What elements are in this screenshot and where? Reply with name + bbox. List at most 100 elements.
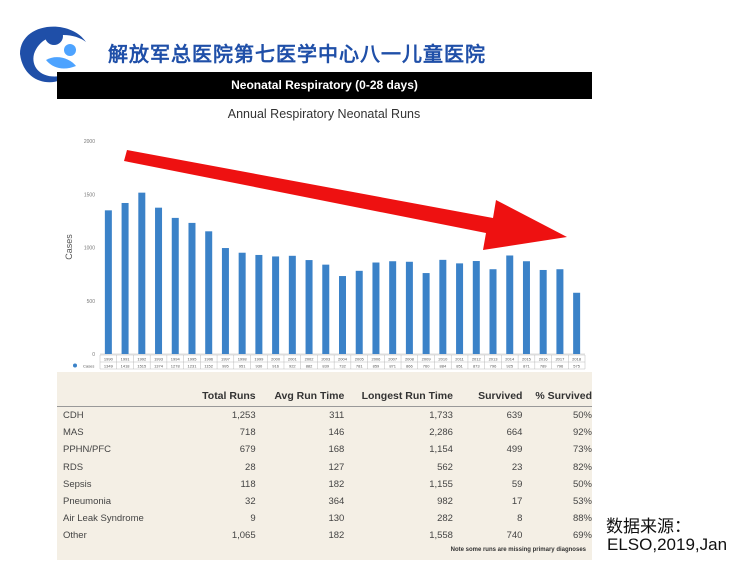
table-value-cell: 740 [506, 530, 523, 542]
x-tick-label: 2016 [539, 357, 549, 362]
y-axis-label: Cases [64, 234, 74, 260]
x-tick-label: 2003 [321, 357, 331, 362]
table-header-cell: Survived [452, 388, 523, 407]
table-value-cell: 8 [517, 513, 523, 525]
bar [155, 207, 163, 354]
bar [573, 292, 581, 354]
diagnosis-name-cell: Sepsis [63, 478, 92, 490]
y-tick-label: 500 [87, 299, 96, 305]
table-value-cell: 23 [511, 461, 523, 473]
bar [322, 264, 330, 354]
bar [456, 263, 464, 354]
data-label: 796 [557, 364, 564, 369]
legend-label: Cases [83, 364, 94, 369]
table-value-cell: 9 [250, 513, 256, 525]
data-label: 922 [289, 364, 296, 369]
bar [522, 261, 530, 354]
table-value-cell: 53% [572, 496, 592, 508]
table-note: Note some runs are missing primary diagn… [450, 547, 586, 553]
bar [539, 269, 547, 354]
table-value-cell: 364 [328, 496, 345, 508]
bar [288, 255, 296, 354]
table-value-cell: 168 [328, 444, 345, 456]
data-label: 871 [389, 364, 396, 369]
x-tick-label: 2009 [422, 357, 432, 362]
y-tick-label: 1500 [84, 192, 95, 198]
data-label: 789 [540, 364, 547, 369]
data-label: 1374 [154, 364, 164, 369]
diagnosis-name-cell: Air Leak Syndrome [63, 513, 144, 525]
x-tick-label: 2008 [405, 357, 415, 362]
chart-panel: Annual Respiratory Neonatal Runs Cases 0 50… [57, 99, 592, 372]
bar [238, 252, 246, 354]
x-tick-label: 1993 [154, 357, 164, 362]
table-value-cell: 311 [329, 410, 345, 422]
bar [339, 276, 346, 354]
data-label: 995 [222, 364, 229, 369]
table-value-cell: 17 [511, 496, 523, 508]
x-tick-label: 2007 [388, 357, 398, 362]
table-value-cell: 1,065 [231, 530, 256, 542]
x-tick-label: 2018 [572, 357, 582, 362]
bar [221, 248, 229, 354]
x-tick-label: 1996 [204, 357, 214, 362]
hospital-title: 解放军总医院第七医学中心八一儿童医院 [108, 42, 486, 66]
data-label: 781 [356, 364, 363, 369]
table-value-cell: 69% [572, 530, 592, 542]
diagnosis-table-panel: Total Runs Avg Run Time Longest Run Time Su… [57, 372, 592, 560]
data-label: 760 [423, 364, 430, 369]
legend-marker [73, 363, 77, 368]
source-citation: ELSO,2019,Jan [607, 535, 728, 554]
diagnosis-name-cell: CDH [63, 410, 84, 422]
x-tick-label: 1995 [188, 357, 198, 362]
x-tick-label: 1999 [254, 357, 264, 362]
table-header-cell: Total Runs [171, 388, 256, 407]
table-row: Other 1,065 182 1,558 740 69% [57, 527, 592, 544]
table-row: Pneumonia 32 364 982 17 53% [57, 493, 592, 510]
x-tick-label: 1990 [104, 357, 114, 362]
x-tick-label: 1998 [238, 357, 248, 362]
data-label: 1349 [104, 364, 114, 369]
data-label: 1418 [121, 364, 131, 369]
bar [489, 269, 497, 354]
x-tick-label: 2004 [338, 357, 348, 362]
table-value-cell: 982 [437, 496, 453, 508]
x-tick-label: 2014 [505, 357, 515, 362]
data-label: 925 [506, 364, 513, 369]
data-label: 871 [523, 364, 530, 369]
table-value-cell: 146 [328, 427, 345, 439]
diagnosis-name-cell: Other [63, 530, 87, 542]
x-tick-label: 2011 [455, 357, 464, 362]
table-value-cell: 1,733 [429, 410, 453, 422]
bar [372, 262, 380, 354]
table-value-cell: 499 [506, 444, 523, 456]
hospital-logo [20, 26, 86, 83]
bar [104, 210, 112, 354]
data-label: 866 [406, 364, 413, 369]
table-row: PPHN/PFC 679 168 1,154 499 73% [57, 441, 592, 458]
diagnosis-name-cell: PPHN/PFC [63, 444, 112, 456]
bar [272, 256, 280, 354]
bar [138, 192, 146, 354]
data-label: 1278 [171, 364, 181, 369]
bar [506, 255, 514, 354]
table-header-cell [57, 388, 172, 407]
table-value-cell: 282 [437, 513, 453, 525]
data-label: 1515 [137, 364, 147, 369]
x-tick-label: 2002 [305, 357, 315, 362]
table-value-cell: 82% [572, 461, 592, 473]
diagnosis-name-cell: RDS [63, 461, 84, 473]
table-value-cell: 88% [572, 513, 592, 525]
data-label: 916 [272, 364, 279, 369]
bar [255, 254, 263, 354]
table-value-cell: 718 [239, 427, 256, 439]
bar [439, 259, 447, 354]
bar [355, 270, 363, 354]
x-tick-label: 1991 [121, 357, 131, 362]
chart-title: Annual Respiratory Neonatal Runs [228, 107, 420, 121]
section-banner: Neonatal Respiratory (0-28 days) [57, 72, 592, 99]
data-label: 839 [322, 364, 329, 369]
x-tick-label: 2000 [271, 357, 281, 362]
table-value-cell: 50% [572, 410, 592, 422]
bar [556, 269, 564, 354]
